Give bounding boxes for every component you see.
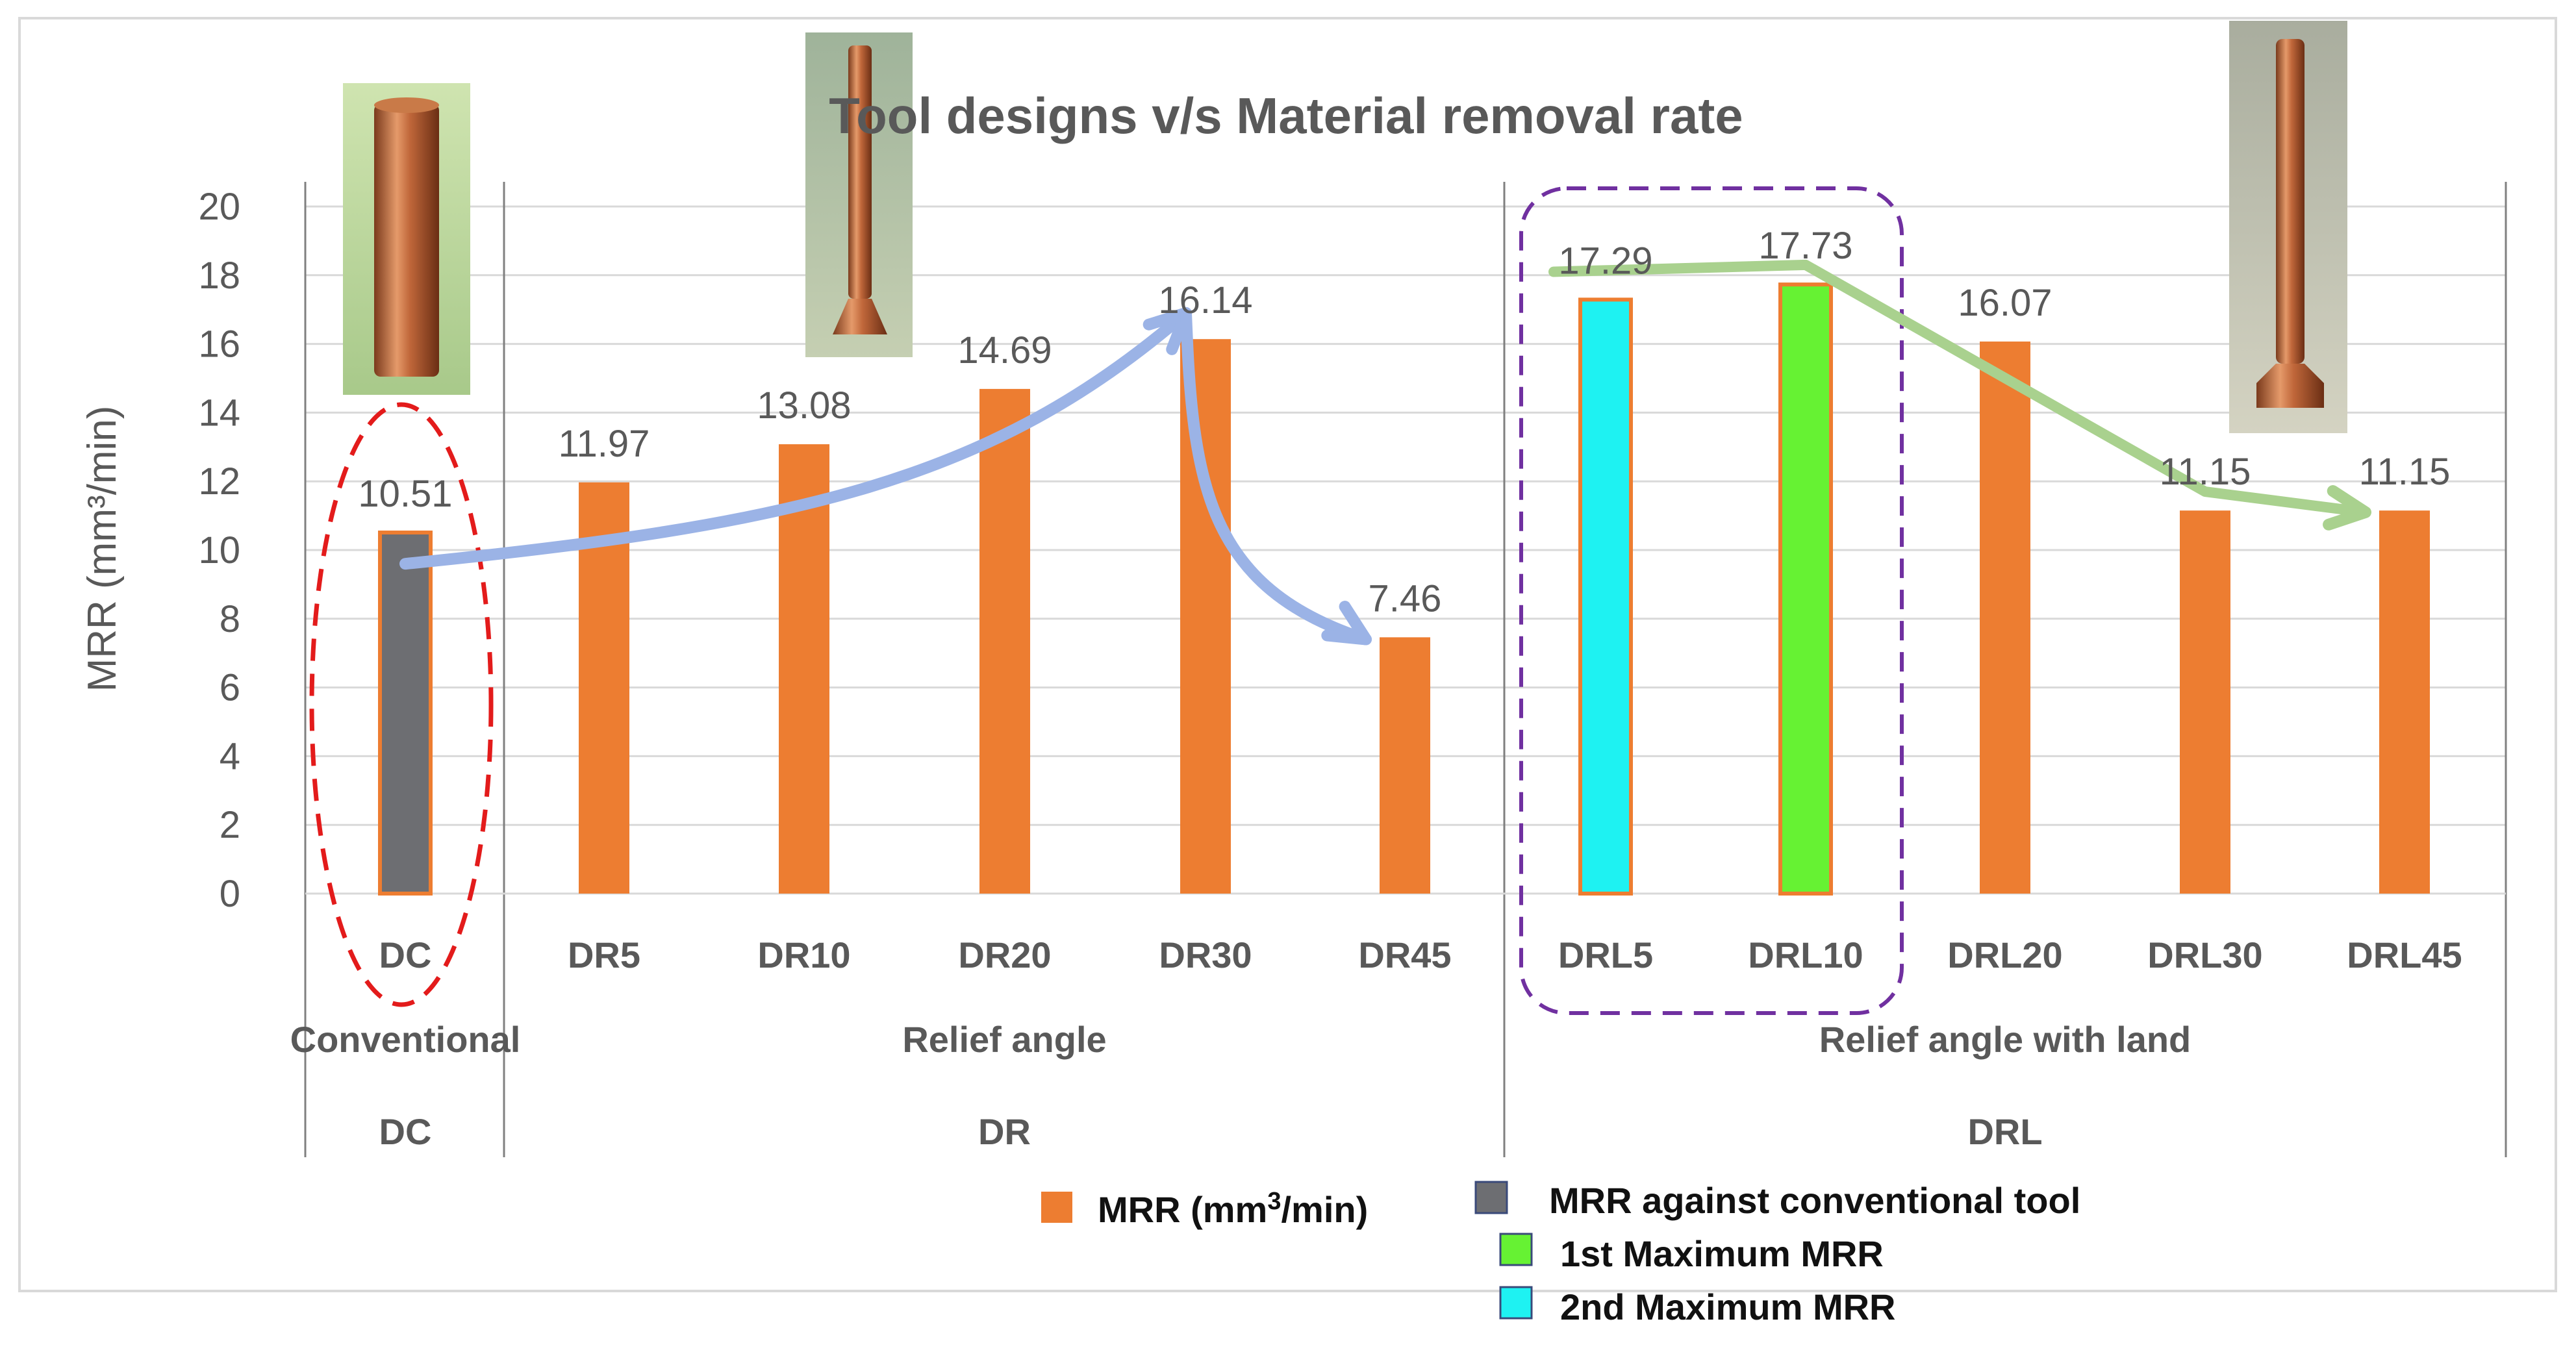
- group-description: Conventional: [290, 1019, 521, 1060]
- legend-swatch-max2: [1499, 1286, 1533, 1320]
- bar-DC: [378, 531, 433, 896]
- tool-photo-conventional: [343, 83, 470, 395]
- value-label: 14.69: [957, 329, 1052, 371]
- legend-label-max1: 1st Maximum MRR: [1560, 1233, 1884, 1274]
- y-tick-label: 2: [220, 804, 240, 846]
- group-code: DRL: [1967, 1111, 2042, 1152]
- category-label: DR10: [757, 934, 850, 975]
- value-label: 7.46: [1369, 577, 1442, 620]
- y-tick-label: 20: [198, 186, 240, 228]
- value-label: 16.07: [1958, 282, 2052, 324]
- value-label: 16.14: [1158, 279, 1252, 321]
- bar-DR30: [1180, 339, 1231, 894]
- bar-DR10: [779, 444, 829, 894]
- value-label: 17.73: [1758, 225, 1852, 267]
- legend-label-max2: 2nd Maximum MRR: [1560, 1286, 1896, 1327]
- group-code: DR: [978, 1111, 1031, 1152]
- category-label: DC: [379, 934, 432, 975]
- legend: MRR (mm3/min) MRR against conventional to…: [1041, 1180, 2080, 1327]
- value-label: 11.15: [2359, 451, 2451, 493]
- green-trend-line: [1548, 259, 2371, 518]
- value-label: 10.51: [358, 473, 452, 515]
- group-description: Relief angle: [902, 1019, 1106, 1060]
- bar-DRL30: [2180, 510, 2230, 894]
- category-label: DRL10: [1748, 934, 1863, 975]
- category-label: DRL45: [2347, 934, 2462, 975]
- y-tick-label: 18: [198, 255, 240, 297]
- y-tick-label: 10: [198, 529, 240, 571]
- bars: [378, 282, 2430, 896]
- bar-DRL5: [1578, 297, 1633, 896]
- y-tick-label: 14: [198, 392, 240, 434]
- category-label: DRL5: [1558, 934, 1653, 975]
- tool-photo-relief-land: [2229, 21, 2347, 433]
- blue-trend-drop: [1180, 307, 1372, 646]
- legend-label-conventional: MRR against conventional tool: [1549, 1180, 2080, 1221]
- bar-DRL10: [1778, 282, 1833, 896]
- value-label: 11.97: [559, 423, 650, 465]
- annotations: [309, 186, 2371, 1015]
- value-label: 13.08: [757, 384, 851, 427]
- y-tick-label: 6: [220, 667, 240, 709]
- conventional-highlight-ellipse: [309, 402, 494, 1007]
- category-label: DRL20: [1947, 934, 2062, 975]
- legend-swatch-max1: [1499, 1233, 1533, 1266]
- y-tick-label: 16: [198, 323, 240, 366]
- tool-photo-relief-angle: [805, 32, 913, 357]
- blue-arrow-head: [1321, 601, 1372, 646]
- bar-DR5: [579, 482, 629, 894]
- legend-label-default: MRR (mm3/min): [1098, 1188, 1368, 1230]
- group-code: DC: [379, 1111, 432, 1152]
- legend-swatch-default: [1041, 1192, 1072, 1223]
- y-tick-label: 4: [220, 735, 240, 777]
- y-tick-label: 12: [198, 460, 240, 503]
- y-tick-label: 0: [220, 873, 240, 915]
- y-axis-label: MRR (mm³/min): [80, 406, 125, 692]
- group-description: Relief angle with land: [1819, 1019, 2191, 1060]
- bar-DR45: [1380, 637, 1430, 894]
- category-label: DR45: [1358, 934, 1451, 975]
- chart-texts: 0 2 4 6 8 10 12 14 16 18 20 10.51 11.97 13.08 14.69 16.…: [80, 87, 2462, 1152]
- bar-DR20: [979, 388, 1030, 894]
- category-label: DRL30: [2147, 934, 2262, 975]
- value-label: 11.15: [2160, 451, 2251, 493]
- tool-photos: [343, 21, 2347, 433]
- max-mrr-highlight-box: [1519, 186, 1904, 1015]
- green-arrow-head: [2323, 485, 2371, 531]
- chart-title: Tool designs v/s Material removal rate: [829, 87, 1743, 144]
- bar-DRL20: [1980, 341, 2030, 894]
- bar-DRL45: [2379, 510, 2430, 894]
- category-label: DR30: [1159, 934, 1252, 975]
- y-tick-label: 8: [220, 598, 240, 640]
- value-label: 17.29: [1558, 240, 1652, 282]
- category-label: DR5: [568, 934, 640, 975]
- blue-trend-curve: [399, 307, 1192, 570]
- legend-swatch-conventional: [1474, 1181, 1508, 1214]
- category-label: DR20: [958, 934, 1051, 975]
